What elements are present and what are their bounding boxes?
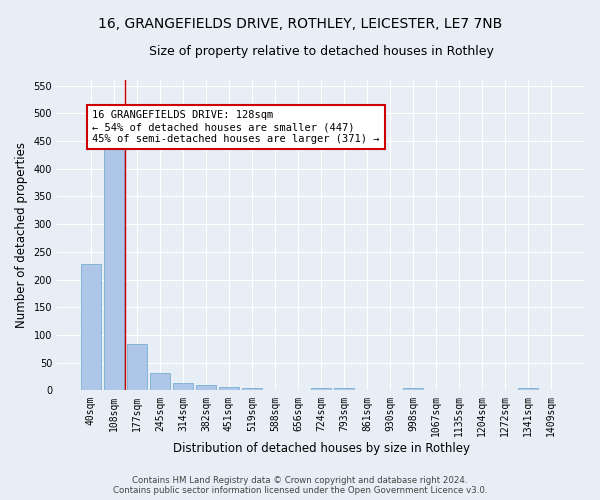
Title: Size of property relative to detached houses in Rothley: Size of property relative to detached ho…: [149, 45, 493, 58]
Bar: [219, 386, 239, 390]
Y-axis label: Number of detached properties: Number of detached properties: [15, 142, 28, 328]
Bar: [173, 384, 193, 390]
Bar: [81, 264, 101, 390]
Bar: [104, 139, 124, 390]
Text: 16, GRANGEFIELDS DRIVE, ROTHLEY, LEICESTER, LE7 7NB: 16, GRANGEFIELDS DRIVE, ROTHLEY, LEICEST…: [98, 18, 502, 32]
Text: 16 GRANGEFIELDS DRIVE: 128sqm
← 54% of detached houses are smaller (447)
45% of : 16 GRANGEFIELDS DRIVE: 128sqm ← 54% of d…: [92, 110, 379, 144]
Bar: [311, 388, 331, 390]
Bar: [242, 388, 262, 390]
Bar: [334, 388, 354, 390]
Bar: [150, 372, 170, 390]
Bar: [127, 344, 146, 391]
Bar: [196, 385, 216, 390]
Bar: [403, 388, 423, 390]
Bar: [518, 388, 538, 390]
X-axis label: Distribution of detached houses by size in Rothley: Distribution of detached houses by size …: [173, 442, 470, 455]
Text: Contains HM Land Registry data © Crown copyright and database right 2024.
Contai: Contains HM Land Registry data © Crown c…: [113, 476, 487, 495]
